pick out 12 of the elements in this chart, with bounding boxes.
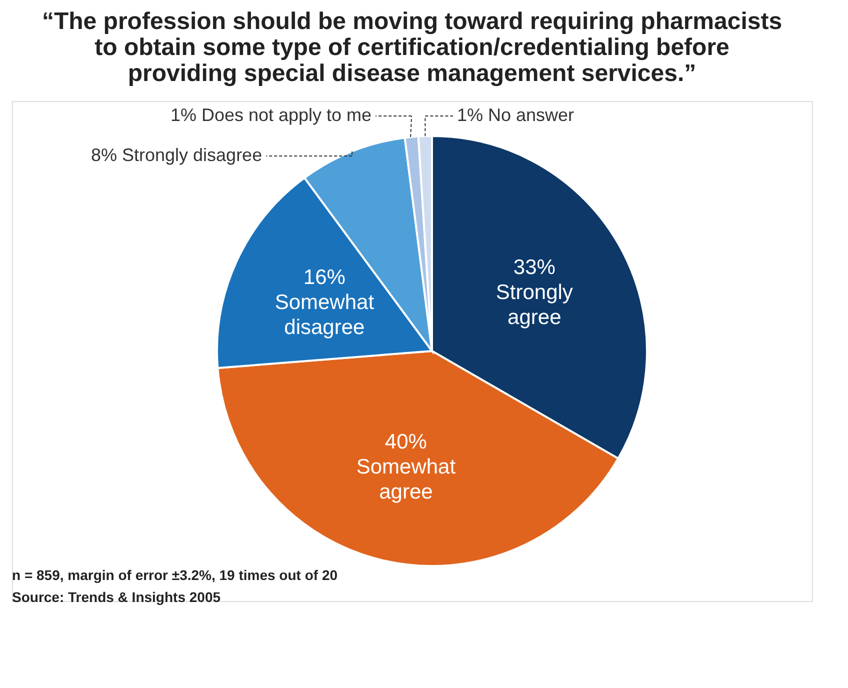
text: n = 859, margin of error ±3.2%, 19 times out of 20 bbox=[12, 567, 338, 583]
slice-label: 1% Does not apply to me bbox=[170, 105, 372, 125]
chart-title: “The profession should be moving toward requiring pharmacists to obtain some type of certification/credentialing before providing special disease management services.” bbox=[42, 8, 782, 87]
data-label: 33% bbox=[513, 256, 556, 279]
data-label: 40% bbox=[384, 430, 427, 454]
slice-label: Somewhat agree bbox=[356, 455, 456, 504]
slice-label: 8% Strongly disagree bbox=[90, 145, 262, 165]
slice-label: Strongly agree bbox=[496, 280, 574, 329]
slice-label: 1% No answer bbox=[457, 105, 574, 125]
slice-label: Somewhat disagree bbox=[274, 290, 374, 339]
data-label: 16% bbox=[303, 266, 346, 289]
source-note: Source: Trends & Insights 2005 bbox=[12, 589, 221, 605]
